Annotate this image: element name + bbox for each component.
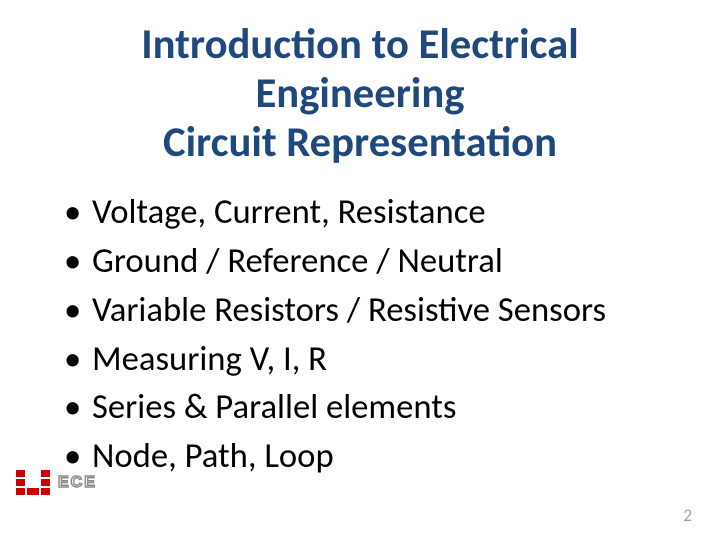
list-item: Node, Path, Loop	[64, 433, 680, 480]
bullet-text: Ground / Reference / Neutral	[92, 240, 503, 282]
bullet-text: Node, Path, Loop	[92, 435, 334, 477]
bullet-text: Measuring V, I, R	[92, 338, 327, 380]
slide-title: Introduction to Electrical Engineering C…	[40, 20, 680, 167]
bullet-text: Variable Resistors / Resistive Sensors	[92, 289, 606, 331]
title-line-1: Introduction to Electrical Engineering	[141, 18, 578, 119]
ece-logo-text: ECE	[58, 471, 118, 496]
list-item: Series & Parallel elements	[64, 384, 680, 431]
bullet-text: Voltage, Current, Resistance	[92, 191, 486, 233]
slide: Introduction to Electrical Engineering C…	[0, 0, 720, 540]
bullet-text: Series & Parallel elements	[92, 386, 456, 428]
ece-text: ECE	[58, 474, 97, 491]
list-item: Variable Resistors / Resistive Sensors	[64, 287, 680, 334]
list-item: Voltage, Current, Resistance	[64, 189, 680, 236]
title-line-2: Circuit Representation	[163, 116, 557, 168]
list-item: Measuring V, I, R	[64, 336, 680, 383]
bullet-list: Voltage, Current, Resistance Ground / Re…	[40, 189, 680, 480]
page-number: 2	[683, 504, 692, 526]
u-logo-icon	[14, 468, 52, 498]
list-item: Ground / Reference / Neutral	[64, 238, 680, 285]
footer-logo: ECE	[14, 468, 118, 498]
